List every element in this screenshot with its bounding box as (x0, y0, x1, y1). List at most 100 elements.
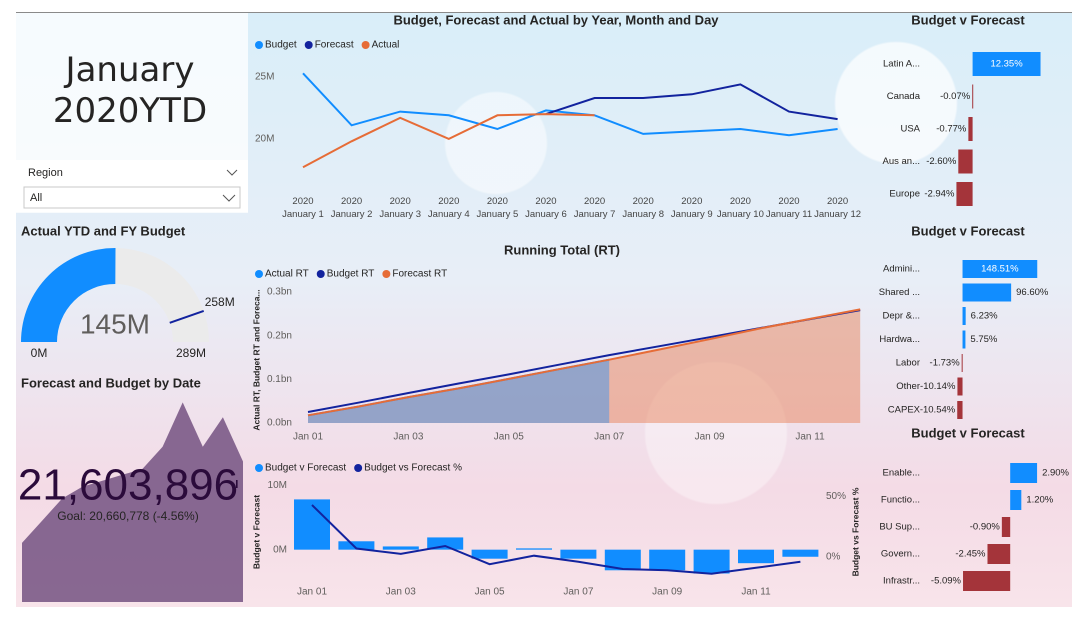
category-label: Latin A... (883, 59, 920, 70)
bar (649, 549, 686, 571)
data-label: -0.07% (940, 91, 971, 102)
x-tick-label: 2020 January 8 (622, 196, 665, 220)
legend-label: Budget (265, 40, 297, 51)
slicer-value[interactable]: All (30, 192, 42, 204)
x-tick-label: Jan 11 (795, 432, 825, 443)
x-tick-label: 2020 January 11 (765, 196, 813, 220)
y-tick-label: 20M (255, 134, 274, 145)
gauge-target-label: 258M (205, 295, 235, 309)
x-tick-label: 2020 January 2 (330, 196, 373, 220)
data-label: 148.51% (981, 264, 1019, 275)
x-tick-label: 2020 January 6 (525, 196, 567, 220)
bar (962, 283, 1012, 302)
bar (560, 549, 597, 559)
bar (782, 549, 819, 557)
legend-marker (354, 464, 363, 472)
category-label: Govern... (881, 549, 920, 560)
category-label: CAPEX (888, 405, 921, 416)
page-title: January 2020YTD (52, 50, 208, 131)
x-tick-label: Jan 03 (386, 587, 416, 598)
bar (963, 571, 1011, 591)
line-series (302, 113, 595, 169)
x-tick-label: Jan 05 (475, 587, 505, 598)
y-axis-title: Actual RT, Budget RT and Foreca... (251, 289, 261, 430)
bar (968, 117, 973, 141)
gauge-tick-label: 0M (31, 346, 48, 360)
legend-label: Actual RT (265, 269, 309, 280)
y2-axis-title: Budget vs Forecast % (850, 487, 860, 576)
chart-title: Forecast and Budget by Date (21, 375, 201, 390)
x-tick-label: Jan 01 (297, 587, 327, 598)
bar (972, 84, 974, 109)
bar (471, 549, 508, 559)
legend-marker (255, 270, 263, 278)
y-tick-label: 0.3bn (267, 287, 292, 298)
category-label: Functio... (881, 495, 920, 506)
category-label: Europe (889, 189, 920, 200)
kpi-trend-area (22, 402, 243, 602)
y-axis-title: Budget v Forecast (251, 495, 261, 569)
bar (987, 544, 1011, 564)
chart-title: Budget v Forecast (911, 223, 1025, 238)
data-label: 1.20% (1026, 495, 1053, 506)
category-label: Other (896, 381, 920, 392)
chart-title: Running Total (RT) (504, 242, 620, 257)
line-series (311, 504, 801, 575)
data-label: -1.73% (930, 358, 961, 369)
data-label: 5.75% (970, 334, 997, 345)
slicer-dropdown[interactable] (23, 186, 241, 209)
data-label: -2.60% (926, 156, 957, 167)
area-fill (308, 309, 861, 423)
bar (1010, 490, 1022, 510)
gauge-tick-label: 289M (176, 346, 206, 360)
category-label: Enable... (883, 468, 921, 479)
collapse-icon[interactable] (226, 169, 238, 176)
bar (962, 307, 966, 325)
bar (956, 182, 973, 206)
data-label: 12.35% (990, 59, 1023, 70)
data-label: -0.90% (970, 522, 1001, 533)
x-tick-label: 2020 January 5 (476, 196, 519, 220)
legend-label: Budget RT (327, 269, 375, 280)
data-label: -10.14% (920, 381, 956, 392)
bar (961, 354, 963, 372)
y-tick-label: 0.1bn (267, 374, 292, 385)
category-label: BU Sup... (879, 522, 920, 533)
x-tick-label: Jan 07 (594, 432, 624, 443)
legend-marker (255, 464, 263, 472)
x-tick-label: Jan 07 (563, 587, 593, 598)
x-tick-label: 2020 January 3 (379, 196, 422, 220)
bar (693, 549, 730, 574)
data-label: 96.60% (1016, 287, 1049, 298)
x-tick-label: 2020 January 10 (716, 196, 764, 220)
legend-label: Budget vs Forecast % (364, 463, 462, 474)
x-tick-label: Jan 09 (695, 432, 725, 443)
legend-marker (316, 270, 325, 278)
bar (957, 377, 963, 396)
chart-title: Actual YTD and FY Budget (21, 223, 186, 238)
bar (962, 260, 1038, 278)
line-series (307, 308, 861, 417)
x-tick-label: 2020 January 4 (427, 196, 470, 220)
category-label: Labor (896, 358, 920, 369)
warning-icon (236, 480, 238, 488)
chart-title: Budget v Forecast (911, 425, 1025, 440)
legend-label: Forecast (315, 40, 354, 51)
bar (604, 549, 641, 571)
legend-label: Budget v Forecast (265, 463, 346, 474)
bar (516, 548, 552, 550)
bar (338, 541, 375, 550)
x-tick-label: Jan 05 (494, 432, 524, 443)
chart-title: Budget v Forecast (911, 12, 1025, 27)
x-tick-label: Jan 03 (393, 432, 423, 443)
bar (382, 546, 419, 550)
category-label: Admini... (883, 264, 920, 275)
legend-label: Actual (372, 40, 400, 51)
dropdown-icon[interactable] (222, 194, 236, 202)
category-label: Hardwa... (879, 334, 920, 345)
data-label: -2.45% (955, 549, 986, 560)
bar (972, 52, 1041, 76)
x-tick-label: Jan 09 (652, 587, 682, 598)
data-label: 2.90% (1042, 468, 1069, 479)
